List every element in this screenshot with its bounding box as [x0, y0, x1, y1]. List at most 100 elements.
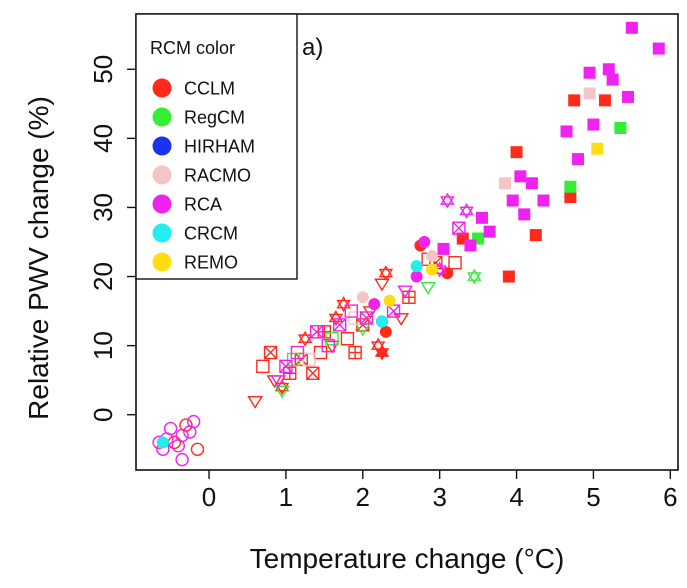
data-point: [286, 352, 301, 367]
legend-entry-remo: REMO: [152, 252, 238, 273]
data-point: [572, 153, 585, 166]
data-point: [376, 315, 389, 328]
data-point: [410, 260, 423, 273]
series-racmo: [302, 87, 596, 367]
data-point: [448, 256, 462, 270]
data-point: [506, 194, 519, 207]
data-point: [560, 125, 573, 138]
data-point: [263, 345, 278, 360]
data-point: [344, 304, 358, 318]
data-point: [290, 345, 305, 360]
legend-label: CCLM: [184, 79, 235, 99]
data-point: [321, 338, 335, 353]
legend-label: HIRHAM: [184, 137, 255, 157]
data-point: [175, 452, 189, 467]
x-tick-label: 2: [356, 482, 370, 512]
data-point: [537, 194, 550, 207]
data-point: [525, 177, 538, 190]
legend-label: CRCM: [184, 224, 238, 244]
y-tick-label: 10: [88, 331, 118, 360]
data-point: [452, 221, 466, 235]
legend-swatch: [152, 165, 172, 185]
data-point: [302, 352, 316, 367]
y-tick-label: 0: [88, 407, 118, 421]
legend-swatch: [152, 78, 172, 98]
data-point: [614, 122, 627, 134]
legend-label: RegCM: [184, 108, 245, 128]
y-axis-title: Relative PWV change (%): [23, 96, 54, 420]
data-point: [333, 318, 347, 332]
legend-swatch: [152, 136, 172, 156]
data-point: [383, 294, 396, 307]
data-point: [171, 439, 185, 453]
legend-entry-regcm: RegCM: [152, 107, 245, 128]
data-point: [348, 345, 362, 360]
data-point: [437, 242, 450, 255]
data-point: [297, 330, 313, 347]
x-axis: 0 1 2 3 4 5 6: [202, 470, 678, 512]
legend-entry-cclm: CCLM: [152, 78, 235, 99]
legend: RCM color CCLM RegCM HIRHAM RACMO RCA CRCM REM…: [135, 13, 298, 280]
legend-entry-crcm: CRCM: [152, 223, 238, 244]
data-point: [379, 325, 392, 338]
data-point: [325, 332, 339, 346]
data-point: [386, 304, 401, 318]
data-point: [356, 291, 369, 304]
data-point: [440, 192, 455, 209]
legend-label: REMO: [184, 253, 238, 273]
data-point: [328, 310, 344, 326]
legend-swatch: [152, 223, 172, 243]
data-point: [425, 263, 438, 276]
data-point: [598, 94, 611, 107]
legend-entries: CCLM RegCM HIRHAM RACMO RCA CRCM REMO: [152, 78, 255, 273]
data-point: [374, 344, 390, 361]
data-point: [502, 270, 515, 283]
data-point: [606, 73, 619, 86]
data-point: [587, 118, 600, 131]
data-point: [568, 94, 581, 107]
data-point: [313, 345, 328, 360]
data-point: [306, 366, 320, 380]
data-point: [283, 366, 297, 380]
legend-title: RCM color: [150, 38, 235, 58]
data-points: [152, 21, 665, 467]
data-point: [393, 313, 410, 326]
data-point: [425, 249, 438, 262]
data-point: [279, 359, 293, 374]
y-axis: 0 10 20 30 40 50: [88, 55, 136, 422]
data-point: [247, 396, 264, 409]
data-point: [156, 436, 169, 449]
data-point: [514, 170, 527, 183]
x-tick-label: 1: [279, 482, 293, 512]
data-point: [564, 191, 577, 204]
y-tick-label: 30: [88, 193, 118, 222]
data-point: [270, 375, 287, 389]
x-tick-label: 6: [663, 482, 677, 512]
data-point: [652, 42, 665, 55]
data-point: [510, 146, 523, 159]
data-point: [418, 236, 431, 248]
y-tick-label: 50: [88, 55, 118, 84]
data-point: [183, 425, 197, 439]
x-tick-label: 5: [586, 482, 600, 512]
data-point: [583, 87, 596, 100]
data-point: [294, 352, 308, 367]
data-point: [464, 239, 477, 252]
data-point: [256, 359, 270, 374]
x-tick-label: 3: [432, 482, 446, 512]
data-point: [336, 296, 351, 313]
data-point: [397, 285, 413, 299]
legend-label: RCA: [184, 195, 222, 215]
data-point: [529, 229, 542, 242]
data-point: [359, 311, 374, 325]
y-tick-label: 40: [88, 124, 118, 153]
series-rca: [152, 21, 665, 467]
x-axis-title: Temperature change (°C): [250, 543, 565, 574]
data-point: [190, 442, 205, 456]
data-point: [317, 325, 332, 339]
x-tick-label: 0: [202, 482, 216, 512]
data-point: [499, 177, 512, 190]
data-point: [459, 202, 474, 219]
series-crcm: [156, 260, 423, 449]
